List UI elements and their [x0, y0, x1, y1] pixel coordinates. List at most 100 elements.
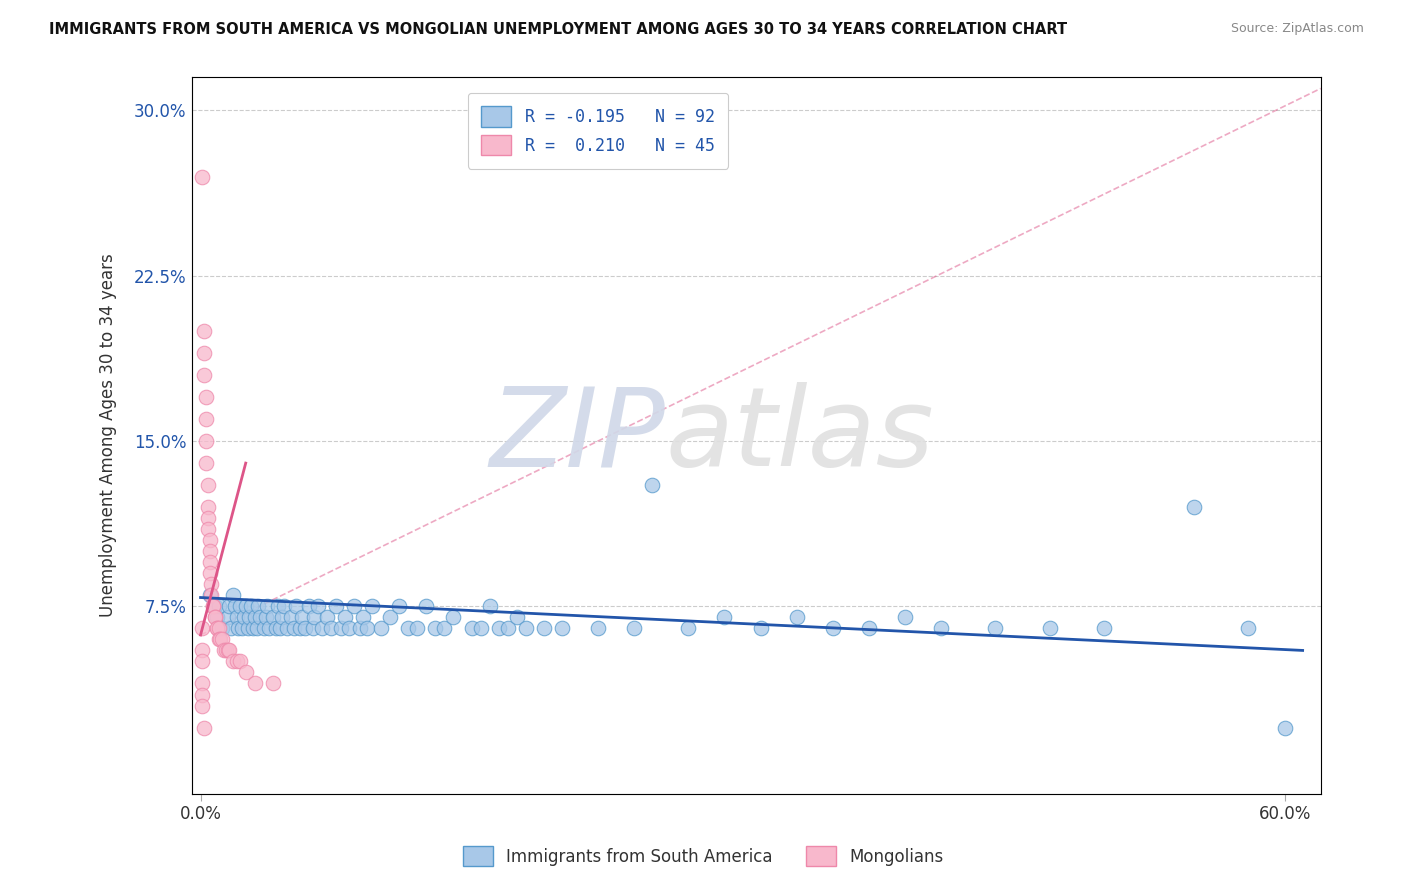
Point: [337, 621, 360, 635]
Point: [433, 621, 456, 635]
Point: [396, 621, 419, 635]
Point: [415, 599, 437, 614]
Point: [211, 621, 233, 635]
Point: [929, 621, 952, 635]
Point: [1237, 621, 1260, 635]
Point: [316, 610, 339, 624]
Point: [506, 610, 529, 624]
Text: IMMIGRANTS FROM SOUTH AMERICA VS MONGOLIAN UNEMPLOYMENT AMONG AGES 30 TO 34 YEAR: IMMIGRANTS FROM SOUTH AMERICA VS MONGOLI…: [49, 22, 1067, 37]
Point: [218, 643, 240, 657]
Point: [197, 500, 219, 515]
Point: [194, 412, 217, 426]
Text: Source: ZipAtlas.com: Source: ZipAtlas.com: [1230, 22, 1364, 36]
Point: [291, 610, 314, 624]
Point: [232, 610, 254, 624]
Point: [301, 621, 323, 635]
Point: [270, 610, 292, 624]
Point: [219, 621, 242, 635]
Point: [266, 621, 288, 635]
Point: [229, 599, 252, 614]
Point: [194, 390, 217, 404]
Point: [191, 643, 214, 657]
Point: [247, 599, 270, 614]
Point: [222, 655, 245, 669]
Point: [551, 621, 574, 635]
Point: [193, 346, 215, 360]
Point: [280, 610, 302, 624]
Point: [533, 621, 555, 635]
Point: [319, 621, 342, 635]
Point: [209, 632, 232, 647]
Point: [200, 577, 222, 591]
Point: [205, 621, 228, 635]
Point: [249, 610, 271, 624]
Point: [298, 599, 321, 614]
Point: [1039, 621, 1062, 635]
Point: [218, 599, 240, 614]
Point: [225, 610, 247, 624]
Point: [193, 368, 215, 382]
Point: [197, 511, 219, 525]
Point: [198, 566, 221, 581]
Point: [193, 324, 215, 338]
Point: [222, 588, 245, 602]
Point: [478, 599, 501, 614]
Point: [235, 665, 257, 680]
Point: [245, 621, 267, 635]
Point: [204, 599, 226, 614]
Point: [229, 655, 252, 669]
Point: [197, 478, 219, 492]
Point: [273, 599, 295, 614]
Point: [984, 621, 1007, 635]
Point: [191, 688, 214, 702]
Point: [205, 610, 228, 624]
Point: [231, 621, 253, 635]
Point: [294, 621, 316, 635]
Point: [236, 621, 259, 635]
Point: [443, 610, 465, 624]
Point: [285, 599, 308, 614]
Point: [325, 599, 347, 614]
Point: [198, 588, 221, 602]
Point: [194, 456, 217, 470]
Point: [304, 610, 326, 624]
Point: [211, 632, 233, 647]
Point: [311, 621, 333, 635]
Point: [352, 610, 374, 624]
Point: [202, 599, 225, 614]
Point: [343, 599, 366, 614]
Point: [786, 610, 808, 624]
Point: [821, 621, 844, 635]
Point: [257, 621, 280, 635]
Point: [460, 621, 482, 635]
Point: [200, 588, 222, 602]
Point: [262, 610, 284, 624]
Point: [586, 621, 609, 635]
Y-axis label: Unemployment Among Ages 30 to 34 years: Unemployment Among Ages 30 to 34 years: [100, 253, 117, 617]
Point: [228, 621, 250, 635]
Point: [283, 621, 305, 635]
Point: [858, 621, 880, 635]
Point: [240, 599, 263, 614]
Point: [212, 643, 235, 657]
Point: [235, 599, 257, 614]
Point: [388, 599, 411, 614]
Legend: Immigrants from South America, Mongolians: Immigrants from South America, Mongolian…: [454, 838, 952, 875]
Point: [207, 621, 229, 635]
Point: [749, 621, 772, 635]
Point: [207, 599, 229, 614]
Point: [238, 610, 260, 624]
Point: [194, 434, 217, 448]
Point: [488, 621, 510, 635]
Point: [191, 698, 214, 713]
Point: [333, 610, 356, 624]
Point: [496, 621, 519, 635]
Point: [243, 610, 266, 624]
Point: [623, 621, 645, 635]
Point: [380, 610, 402, 624]
Point: [253, 621, 276, 635]
Point: [197, 522, 219, 536]
Point: [204, 610, 226, 624]
Point: [269, 621, 291, 635]
Point: [470, 621, 492, 635]
